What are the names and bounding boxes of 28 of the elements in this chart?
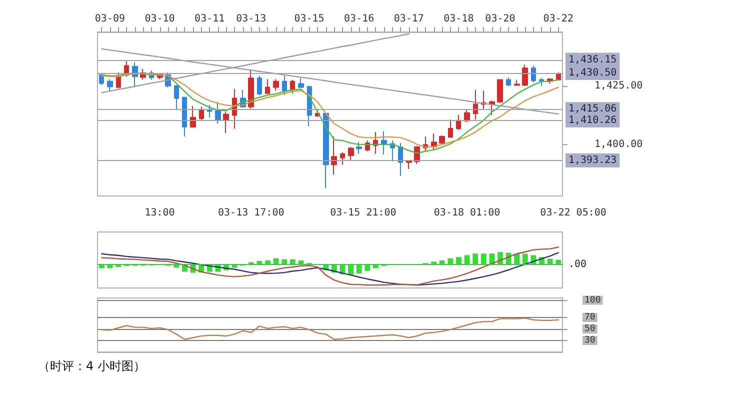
x-tick-label: 03-20 <box>485 14 516 24</box>
y-tick-label: 1,400.00 <box>594 138 643 150</box>
ref-line-label: 1,436.15 <box>568 54 617 66</box>
ref-line-label: 1,415.06 <box>568 104 617 115</box>
x-tick-label: 03-16 <box>344 14 374 24</box>
x-tick-label: 03-15 <box>294 14 324 24</box>
y-tick-label: 50 <box>584 324 596 334</box>
text: （时评：4 小时图） <box>38 359 146 373</box>
text: 03-13 17:00 <box>218 208 284 218</box>
ref-line-label: 1,410.26 <box>568 114 617 126</box>
x-tick-label: 03-17 <box>394 14 424 24</box>
x-tick-label: 03-22 <box>543 14 574 24</box>
x-tick-label: 03-10 <box>144 14 175 24</box>
text: 03-15 21:00 <box>330 208 396 218</box>
x-tick-label: 03-11 <box>194 14 225 24</box>
text: 03-22 05:00 <box>540 208 606 218</box>
x-tick-label: 03-18 <box>444 14 474 24</box>
y-tick-label: 30 <box>584 336 596 346</box>
ref-line-label: .00 <box>568 258 587 270</box>
ref-line-label: 1,393.23 <box>568 154 617 166</box>
y-tick-label: 100 <box>584 295 601 306</box>
text: 03-18 01:00 <box>434 208 500 218</box>
x-tick-label: 03-13 <box>236 14 266 24</box>
text: 13:00 <box>144 208 175 218</box>
ref-line-label: 1,430.50 <box>568 68 617 78</box>
x-tick-label: 03-09 <box>94 14 126 24</box>
y-tick-label: 70 <box>584 312 596 323</box>
y-tick-label: 1,425.00 <box>594 80 643 92</box>
